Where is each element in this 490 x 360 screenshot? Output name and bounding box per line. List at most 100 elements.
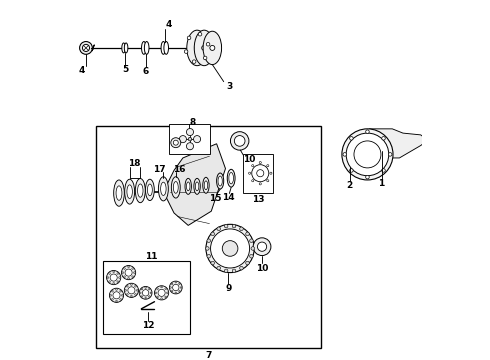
Circle shape [109,273,110,274]
Circle shape [232,224,236,228]
Circle shape [257,242,267,251]
Circle shape [211,229,249,268]
Circle shape [346,133,389,176]
Circle shape [123,276,125,278]
Circle shape [207,239,211,243]
Text: 4: 4 [166,20,172,29]
Text: 10: 10 [256,264,268,273]
Ellipse shape [161,182,166,195]
Circle shape [157,296,158,298]
Ellipse shape [164,41,169,54]
Circle shape [143,290,149,296]
Circle shape [431,134,434,137]
Circle shape [250,239,253,243]
Circle shape [389,153,392,156]
Text: 12: 12 [142,321,155,330]
Circle shape [224,269,228,273]
Polygon shape [165,144,225,225]
Circle shape [170,281,182,294]
Circle shape [157,288,158,289]
Circle shape [259,162,261,164]
Circle shape [112,291,113,292]
Circle shape [206,42,210,46]
Ellipse shape [194,30,214,66]
Circle shape [224,224,228,228]
Circle shape [107,277,109,278]
Circle shape [141,296,143,297]
Circle shape [128,287,135,294]
Circle shape [202,45,207,50]
Circle shape [193,60,196,63]
Circle shape [186,129,194,136]
Circle shape [252,165,269,182]
Circle shape [187,36,191,40]
Circle shape [270,172,272,174]
Circle shape [175,292,176,293]
Circle shape [442,145,445,148]
Circle shape [350,136,353,140]
Text: 6: 6 [143,67,149,76]
Circle shape [366,175,369,179]
Circle shape [126,285,128,287]
Circle shape [109,281,110,283]
Circle shape [206,247,209,250]
Circle shape [172,283,173,284]
Circle shape [117,281,119,283]
Circle shape [259,183,261,185]
Circle shape [134,272,135,274]
Circle shape [253,238,271,256]
Circle shape [195,45,199,50]
Circle shape [125,289,126,291]
Text: 16: 16 [173,165,186,174]
Text: 11: 11 [145,252,157,261]
Ellipse shape [142,41,146,54]
Text: 18: 18 [128,159,141,168]
Text: 10: 10 [243,155,255,164]
Circle shape [140,292,141,294]
Circle shape [135,285,136,287]
Ellipse shape [173,181,178,193]
Circle shape [119,277,121,278]
Ellipse shape [124,43,128,53]
Circle shape [382,169,385,172]
Circle shape [128,266,129,267]
Circle shape [240,227,243,230]
Bar [431,133,445,149]
Circle shape [136,289,138,291]
Circle shape [165,288,167,289]
Text: 4: 4 [78,67,85,76]
Circle shape [110,294,112,296]
Circle shape [112,298,113,300]
Text: 9: 9 [225,284,231,293]
Circle shape [203,56,207,60]
Circle shape [248,172,251,174]
Ellipse shape [116,186,122,200]
Circle shape [184,50,188,53]
Circle shape [211,261,215,265]
Ellipse shape [124,179,135,204]
Ellipse shape [147,185,152,199]
Circle shape [232,269,236,273]
Ellipse shape [122,43,125,53]
Circle shape [122,272,123,274]
Text: 8: 8 [190,118,196,127]
Ellipse shape [227,169,235,187]
Circle shape [148,288,150,290]
Text: 15: 15 [209,194,221,203]
Circle shape [342,129,393,180]
Circle shape [126,294,128,295]
Text: 14: 14 [221,193,234,202]
Circle shape [252,180,254,182]
Circle shape [158,289,165,296]
Circle shape [116,289,118,291]
Circle shape [172,284,179,291]
Circle shape [167,292,168,294]
Circle shape [222,240,238,256]
Circle shape [251,247,255,250]
Polygon shape [369,129,428,158]
Circle shape [179,283,180,284]
Circle shape [122,294,123,296]
Circle shape [122,265,136,280]
Text: 13: 13 [252,195,265,204]
Circle shape [117,273,119,274]
